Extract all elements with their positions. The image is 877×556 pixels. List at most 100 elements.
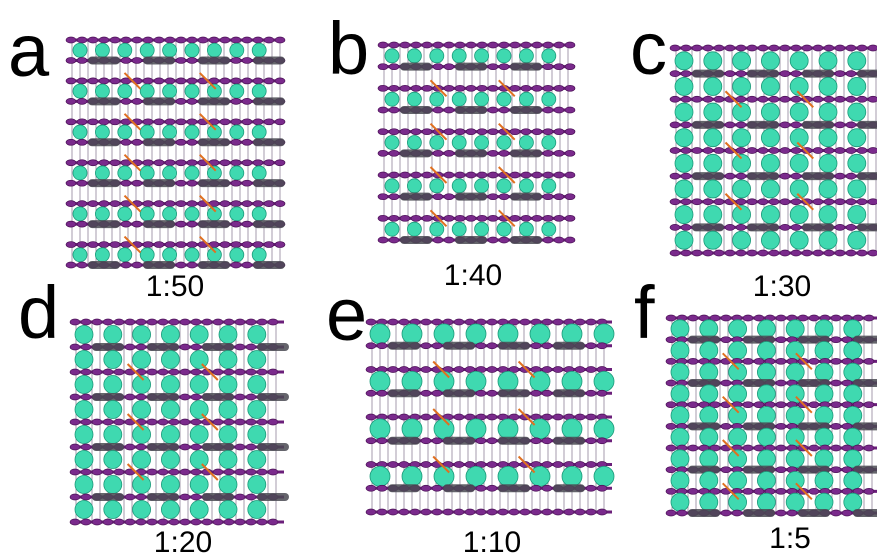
iodine-atom	[389, 172, 399, 178]
iodine-atom	[532, 215, 542, 221]
iodine-atom	[586, 438, 596, 444]
cation	[498, 466, 518, 486]
lead-rod	[143, 97, 175, 105]
iodine-atom	[66, 57, 76, 63]
iodine-atom	[868, 199, 877, 205]
iodine-atom	[191, 394, 201, 400]
iodine-atom	[432, 509, 442, 515]
iodine-atom	[257, 469, 267, 475]
iodine-atom	[77, 119, 87, 125]
iodine-atom	[721, 510, 731, 516]
iodine-atom	[670, 199, 680, 205]
iodine-atom	[224, 519, 234, 525]
iodine-atom	[147, 419, 157, 425]
cation	[118, 207, 132, 221]
iodine-atom	[714, 96, 724, 102]
lead-rod	[202, 393, 234, 401]
iodine-atom	[143, 242, 153, 248]
iodine-atom	[143, 201, 153, 207]
cation	[542, 136, 556, 150]
lead-rod	[553, 484, 585, 492]
cation	[761, 52, 779, 70]
cation	[757, 385, 775, 403]
iodine-atom	[136, 444, 146, 450]
iodine-atom	[378, 150, 388, 156]
iodine-atom	[510, 42, 520, 48]
iodine-atom	[421, 343, 431, 349]
lead-rod	[400, 236, 432, 244]
iodine-atom	[776, 445, 786, 451]
iodine-atom	[136, 319, 146, 325]
cation	[562, 419, 582, 439]
iodine-atom	[114, 519, 124, 525]
iodine-atom	[389, 107, 399, 113]
lead-rod	[443, 484, 475, 492]
cation	[819, 180, 837, 198]
iodine-atom	[242, 180, 252, 186]
iodine-atom	[121, 98, 131, 104]
iodine-atom	[257, 319, 267, 325]
iodine-atom	[846, 199, 856, 205]
iodine-atom	[378, 42, 388, 48]
iodine-atom	[736, 96, 746, 102]
cation	[519, 222, 533, 236]
cation	[497, 136, 511, 150]
iodine-atom	[253, 119, 263, 125]
iodine-atom	[187, 221, 197, 227]
cation	[161, 476, 179, 494]
iodine-atom	[597, 390, 607, 396]
iodine-atom	[92, 369, 102, 375]
iodine-atom	[253, 160, 263, 166]
iodine-atom	[488, 64, 498, 70]
iodine-atom	[769, 45, 779, 51]
iodine-atom	[824, 45, 834, 51]
cation	[844, 493, 862, 511]
cation	[786, 407, 804, 425]
cation	[757, 342, 775, 360]
cation	[671, 385, 689, 403]
lead-rod	[443, 389, 475, 397]
iodine-atom	[88, 242, 98, 248]
iodine-atom	[721, 337, 731, 343]
cation	[700, 472, 718, 490]
iodine-atom	[780, 250, 790, 256]
cation	[407, 136, 421, 150]
iodine-atom	[92, 419, 102, 425]
iodine-atom	[542, 438, 552, 444]
cation	[790, 103, 808, 121]
iodine-atom	[542, 343, 552, 349]
lead-rod	[257, 493, 289, 501]
iodine-atom	[443, 509, 453, 515]
lead-rod	[553, 389, 585, 397]
iodine-atom	[791, 45, 801, 51]
iodine-atom	[791, 173, 801, 179]
cation	[452, 49, 466, 63]
cation	[704, 103, 722, 121]
iodine-atom	[586, 343, 596, 349]
iodine-atom	[747, 199, 757, 205]
cation	[542, 222, 556, 236]
cation	[190, 376, 208, 394]
iodine-atom	[257, 369, 267, 375]
lead-rod	[147, 393, 179, 401]
iodine-atom	[110, 201, 120, 207]
iodine-atom	[143, 160, 153, 166]
iodine-atom	[554, 129, 564, 135]
iodine-atom	[275, 201, 285, 207]
iodine-atom	[681, 224, 691, 230]
cation	[248, 326, 266, 344]
cation	[248, 501, 266, 519]
iodine-atom	[224, 369, 234, 375]
cation	[140, 43, 154, 57]
iodine-atom	[758, 45, 768, 51]
iodine-atom	[444, 194, 454, 200]
lead-rod	[253, 138, 285, 146]
lead-rod	[510, 193, 542, 201]
iodine-atom	[158, 369, 168, 375]
iodine-atom	[809, 488, 819, 494]
iodine-atom	[776, 315, 786, 321]
iodine-atom	[125, 519, 135, 525]
iodine-atom	[510, 172, 520, 178]
cation	[475, 179, 489, 193]
cation	[761, 129, 779, 147]
